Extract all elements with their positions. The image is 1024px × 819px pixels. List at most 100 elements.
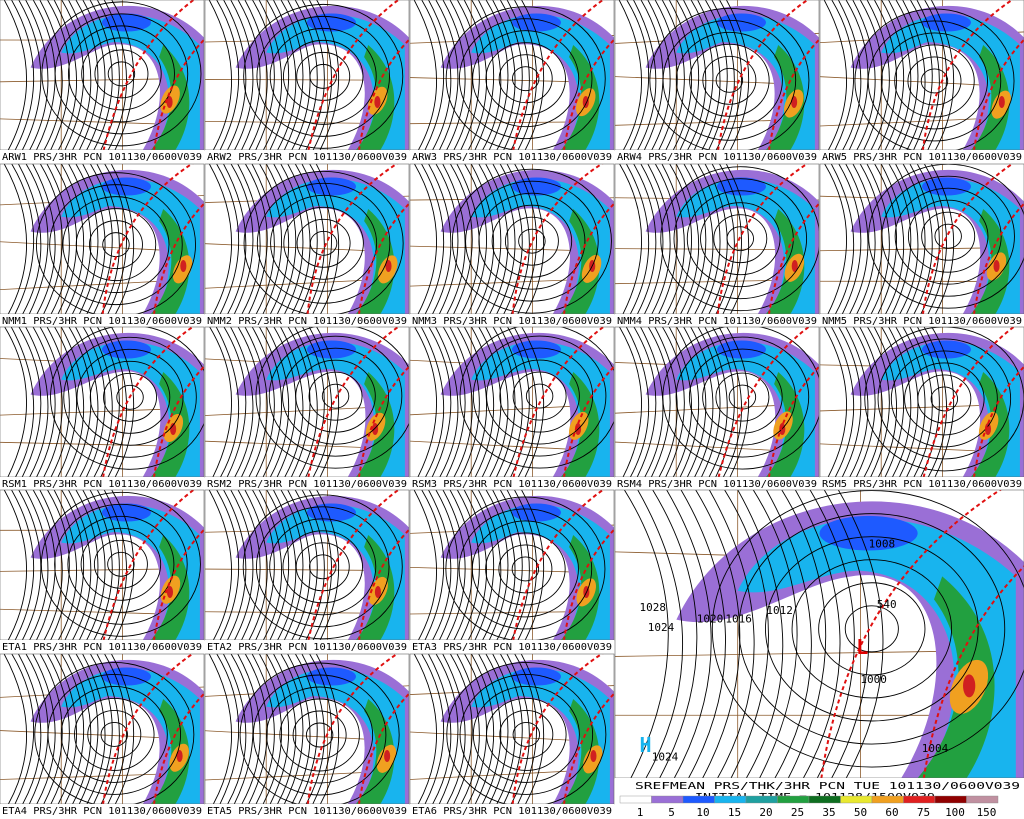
panel-label: ETA2 PRS/3HR PCN 101130/0600V039 xyxy=(207,642,407,653)
colorbar-swatch xyxy=(651,795,684,804)
isobar xyxy=(315,654,340,804)
isobar xyxy=(830,327,855,477)
precip-red xyxy=(384,750,391,762)
thickness-540 xyxy=(102,0,196,150)
isobar xyxy=(633,164,657,314)
isobar xyxy=(208,164,232,314)
isobar xyxy=(62,196,170,294)
isobar xyxy=(17,654,42,804)
isobar xyxy=(215,327,240,477)
isobar xyxy=(640,164,664,314)
isobar xyxy=(421,654,445,804)
isobar xyxy=(41,1,202,147)
isobar xyxy=(477,490,502,640)
isobar xyxy=(39,0,63,150)
isobar xyxy=(222,654,247,804)
isobar xyxy=(844,605,899,653)
isobar xyxy=(39,164,63,314)
thickness-540 xyxy=(511,654,604,804)
isobar xyxy=(230,654,254,804)
isobar xyxy=(46,0,70,150)
isobar xyxy=(618,0,642,150)
isobar xyxy=(96,490,120,640)
contour-label: 1028 xyxy=(640,601,667,614)
isobar xyxy=(67,515,175,613)
precip-green xyxy=(151,372,190,477)
isobar xyxy=(251,0,275,150)
isobar xyxy=(230,0,254,150)
isobar xyxy=(923,327,947,477)
isobar xyxy=(88,220,143,270)
isobar xyxy=(266,0,290,150)
precip-red xyxy=(374,96,381,108)
panel-label: RSM1 PRS/3HR PCN 101130/0600V039 xyxy=(2,479,202,490)
precip-red xyxy=(374,586,381,598)
isobar xyxy=(427,654,452,804)
isobar xyxy=(282,39,364,113)
isobar xyxy=(881,327,905,477)
isobar xyxy=(625,327,650,477)
colorbar-swatch xyxy=(871,795,904,804)
precip-blue xyxy=(717,13,766,32)
isobar xyxy=(880,164,905,314)
isobar xyxy=(420,327,445,477)
precip-red xyxy=(984,423,992,435)
isobar xyxy=(283,206,364,280)
isobar xyxy=(208,654,232,804)
isobar xyxy=(68,327,92,477)
precip-red xyxy=(166,96,173,108)
isobar xyxy=(60,327,85,477)
isobar xyxy=(499,0,523,150)
map xyxy=(615,164,819,314)
precip-blue xyxy=(922,340,971,359)
isobar xyxy=(661,327,685,477)
isobar xyxy=(292,710,347,760)
isobar xyxy=(632,0,657,150)
isobar xyxy=(513,327,537,477)
isobar xyxy=(435,164,459,314)
isobar xyxy=(25,164,49,314)
isobar xyxy=(859,327,883,477)
isobar xyxy=(704,164,728,314)
isobar xyxy=(520,164,545,314)
isobar xyxy=(668,0,692,150)
isobar xyxy=(823,490,870,778)
thickness-540 xyxy=(358,528,409,640)
label-strip xyxy=(0,804,204,817)
isobar xyxy=(296,218,351,268)
isobar xyxy=(434,327,459,477)
isobar xyxy=(67,25,175,123)
label-strip xyxy=(0,477,204,490)
isobar xyxy=(216,490,240,640)
label-strip xyxy=(205,150,409,163)
isobar xyxy=(907,56,962,106)
isobar xyxy=(837,0,862,150)
map xyxy=(615,0,819,150)
isobar xyxy=(3,0,27,150)
isobar xyxy=(859,0,883,150)
isobar xyxy=(669,164,692,314)
isobar xyxy=(421,0,445,150)
map xyxy=(820,0,1024,150)
precip-green xyxy=(917,576,995,778)
isobar xyxy=(518,228,546,254)
colorbar-label: 1 xyxy=(637,806,644,819)
isobar xyxy=(695,490,741,778)
label-strip xyxy=(820,477,1024,490)
thickness-540 xyxy=(306,654,399,804)
map xyxy=(410,0,614,150)
isobar xyxy=(428,164,452,314)
precip-blue xyxy=(102,667,151,686)
precip-green xyxy=(151,535,190,640)
isobar xyxy=(63,336,197,458)
isobar xyxy=(301,490,325,640)
isobar xyxy=(111,0,135,150)
isobar xyxy=(682,0,707,150)
isobar xyxy=(110,654,135,804)
precip-green xyxy=(356,372,395,477)
isobar xyxy=(414,327,437,477)
isobar xyxy=(704,0,728,150)
precip-red xyxy=(791,96,798,108)
panel-label: ARW5 PRS/3HR PCN 101130/0600V039 xyxy=(822,152,1022,163)
isobar xyxy=(442,654,466,804)
